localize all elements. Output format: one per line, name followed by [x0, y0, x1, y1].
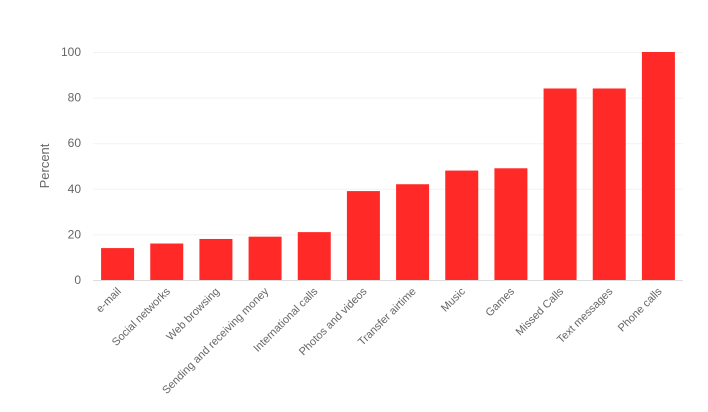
y-axis-label: Percent — [37, 143, 52, 188]
x-tick-label: Missed Calls — [514, 285, 567, 338]
y-tick-label: 80 — [68, 91, 82, 105]
x-tick-label: e-mail — [94, 286, 124, 316]
bar — [543, 88, 577, 280]
bar — [494, 168, 528, 280]
gridlines — [93, 52, 683, 236]
y-tick-label: 0 — [74, 273, 81, 287]
x-tick-label: Music — [439, 285, 468, 314]
y-tick-label: 20 — [68, 227, 82, 241]
bar — [101, 248, 135, 280]
x-tick-label: Games — [483, 285, 517, 319]
bar — [445, 170, 479, 280]
y-tick-label: 40 — [68, 182, 82, 196]
bar — [150, 243, 184, 280]
y-axis-ticks: 0 20 40 60 80 100 — [61, 45, 81, 287]
bar — [592, 88, 626, 280]
bar — [346, 191, 380, 280]
y-tick-label: 60 — [68, 136, 82, 150]
y-tick-label: 100 — [61, 45, 81, 59]
x-tick-label: Phone calls — [616, 285, 665, 334]
x-tick-label: Sending and receiving money — [160, 285, 271, 396]
bar — [297, 232, 331, 280]
bar — [396, 184, 430, 280]
bar — [199, 238, 233, 280]
bar — [248, 236, 282, 280]
bar — [641, 52, 675, 280]
bars — [101, 52, 675, 280]
